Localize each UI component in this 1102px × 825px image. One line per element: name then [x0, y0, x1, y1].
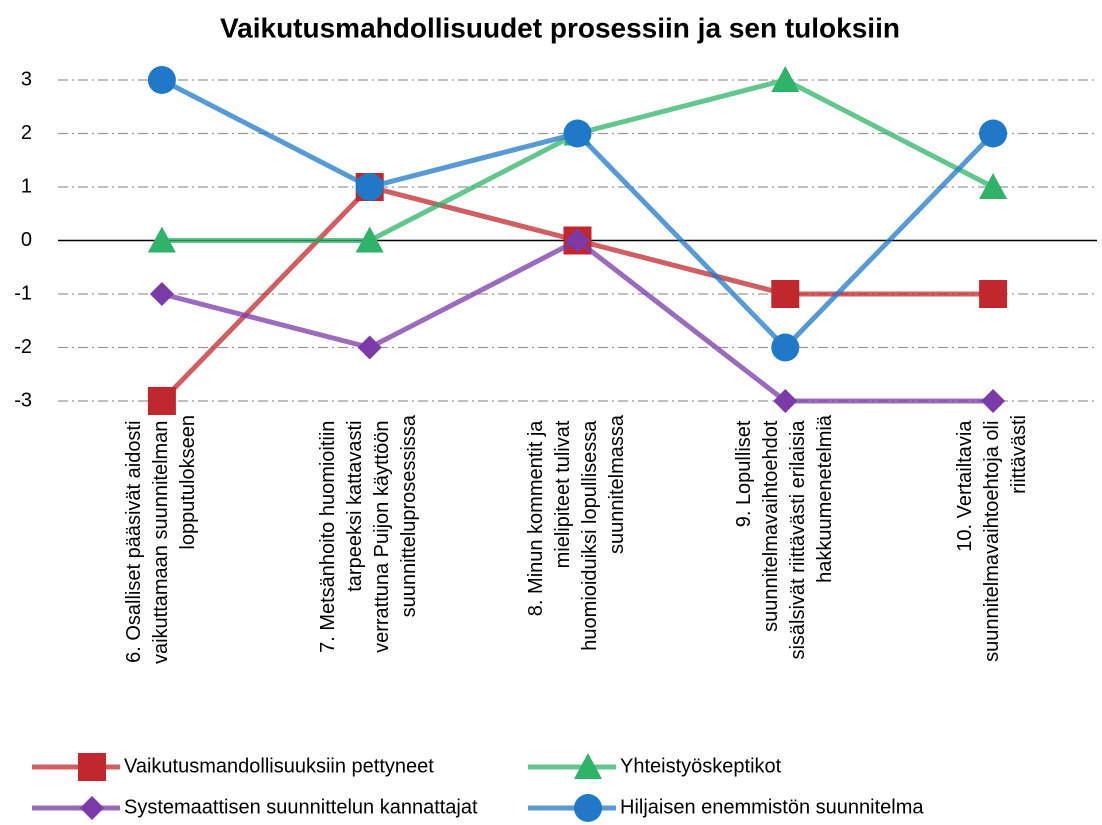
- marker: [771, 333, 800, 362]
- marker: [979, 119, 1008, 148]
- y-tick-label: 3: [21, 68, 32, 90]
- series-line: [161, 77, 995, 243]
- marker: [979, 173, 1008, 199]
- marker: [80, 796, 104, 820]
- legend-label: Systemaattisen suunnittelun kannattajat: [124, 796, 478, 818]
- legend-label: Hiljaisen enemmistön suunnitelma: [620, 796, 924, 818]
- x-tick-label: 9. Lopulliset suunnitelmavaihtoehdot sis…: [733, 414, 836, 659]
- marker: [147, 387, 176, 415]
- marker: [78, 753, 106, 781]
- y-tick-label: -1: [14, 282, 32, 304]
- marker: [147, 226, 176, 253]
- marker: [355, 173, 384, 201]
- y-tick-label: -2: [14, 336, 32, 358]
- marker: [149, 282, 174, 306]
- marker: [563, 119, 592, 148]
- marker: [574, 794, 602, 822]
- legend-label: Vaikutusmandollisuuksiin pettyneet: [124, 755, 434, 777]
- marker: [574, 753, 602, 779]
- marker: [771, 66, 800, 92]
- marker: [773, 389, 798, 413]
- x-tick-label: 10. Vertailtavia suunnitelmavaihtoehtoja…: [954, 415, 1030, 662]
- y-tick-label: -3: [14, 389, 32, 411]
- x-tick-label: 7. Metsänhoito huomioitiin tarpeeksi kat…: [317, 414, 420, 653]
- marker: [355, 226, 384, 253]
- chart-title: Vaikutusmahdollisuudet prosessiin ja sen…: [220, 12, 900, 43]
- y-tick-label: 1: [21, 175, 32, 197]
- marker: [981, 389, 1006, 413]
- y-tick-label: 0: [21, 229, 32, 251]
- marker: [147, 66, 176, 94]
- x-tick-label: 6. Osalliset pääsivät aidosti vaikuttama…: [123, 415, 199, 664]
- marker: [771, 280, 800, 308]
- marker: [357, 335, 382, 360]
- y-tick-label: 2: [21, 122, 32, 144]
- legend-label: Yhteistyöskeptikot: [620, 755, 782, 777]
- marker: [979, 280, 1008, 308]
- marker: [565, 228, 590, 253]
- x-tick-label: 8. Minun kommentit ja mielipiteet tuliva…: [525, 414, 628, 651]
